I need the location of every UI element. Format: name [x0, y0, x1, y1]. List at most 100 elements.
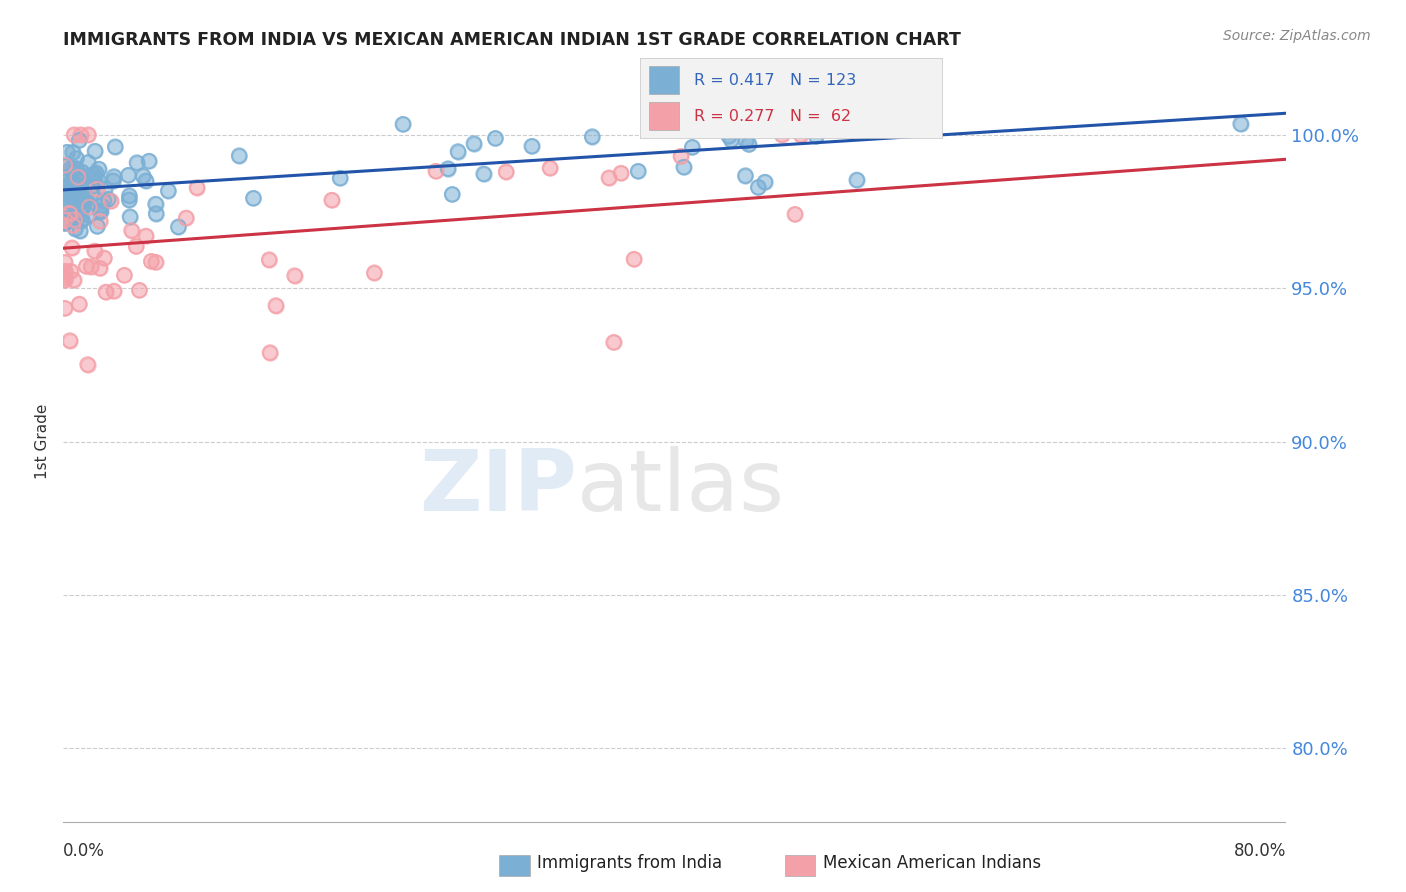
Point [104, 139, 127, 153]
Point [55, 197, 77, 211]
Point [58, 206, 80, 220]
Point [627, 164, 650, 178]
Point [103, 169, 125, 184]
Point [145, 206, 167, 220]
Point [53, 268, 76, 282]
Point [60, 174, 83, 188]
Point [89, 261, 111, 276]
Point [67, 133, 90, 147]
Point [598, 170, 620, 185]
Point [72, 212, 94, 227]
Point [69, 176, 91, 190]
Point [62, 166, 84, 180]
Point [62, 273, 84, 287]
Point [520, 139, 543, 153]
Point [53, 264, 76, 278]
Point [55, 197, 77, 211]
Point [89, 204, 111, 219]
Point [80, 187, 103, 202]
Point [640, 120, 662, 134]
Point [60, 178, 83, 192]
Point [53, 213, 76, 227]
Bar [648, 66, 679, 95]
Point [69, 128, 91, 142]
Point [1229, 117, 1251, 131]
Point [93, 194, 115, 208]
Point [845, 173, 868, 187]
Point [73, 186, 96, 200]
Point [598, 170, 620, 185]
Point [93, 194, 115, 208]
Point [66, 197, 89, 211]
Point [259, 345, 281, 359]
Point [392, 117, 415, 131]
Point [145, 197, 167, 211]
Point [117, 168, 139, 182]
Point [734, 134, 756, 148]
Point [145, 197, 167, 211]
Point [94, 181, 117, 195]
Point [56, 200, 79, 214]
Point [321, 193, 343, 207]
Point [610, 166, 633, 180]
Point [53, 264, 76, 278]
Point [72, 212, 94, 227]
Point [59, 182, 82, 196]
Point [83, 244, 105, 258]
Point [59, 188, 82, 202]
Point [86, 219, 108, 234]
Point [62, 145, 84, 160]
Point [83, 170, 105, 185]
Point [77, 208, 100, 222]
Point [112, 268, 135, 283]
Point [117, 168, 139, 182]
Point [94, 285, 117, 299]
Point [90, 199, 112, 213]
Point [174, 211, 197, 225]
Point [118, 210, 141, 224]
Point [125, 239, 148, 253]
Point [141, 254, 163, 268]
Point [321, 193, 343, 207]
Text: Mexican American Indians: Mexican American Indians [823, 855, 1040, 872]
Point [257, 252, 280, 267]
Point [65, 171, 87, 186]
Point [145, 255, 167, 269]
Point [53, 216, 76, 230]
Point [737, 137, 759, 152]
Point [463, 136, 485, 151]
Point [437, 161, 460, 176]
Point [53, 255, 76, 269]
Point [90, 203, 112, 218]
Point [53, 179, 76, 194]
Point [86, 219, 108, 234]
Point [125, 239, 148, 253]
Point [128, 283, 150, 297]
Point [141, 254, 163, 268]
Point [65, 152, 87, 166]
Point [87, 172, 110, 186]
Point [72, 199, 94, 213]
Point [53, 301, 76, 316]
Point [70, 199, 93, 213]
Point [53, 273, 76, 287]
Point [62, 145, 84, 160]
Point [65, 211, 87, 225]
Point [76, 193, 98, 207]
Point [425, 164, 447, 178]
Point [93, 251, 115, 265]
Point [441, 187, 464, 202]
Point [103, 174, 125, 188]
Text: Source: ZipAtlas.com: Source: ZipAtlas.com [1223, 29, 1371, 43]
Point [59, 188, 82, 202]
Point [669, 149, 692, 163]
Point [602, 335, 624, 350]
Point [53, 270, 76, 285]
Point [69, 179, 91, 194]
Point [53, 179, 76, 194]
Point [59, 334, 82, 348]
Point [63, 128, 86, 142]
Point [737, 137, 759, 152]
Point [62, 273, 84, 287]
Point [789, 128, 811, 142]
